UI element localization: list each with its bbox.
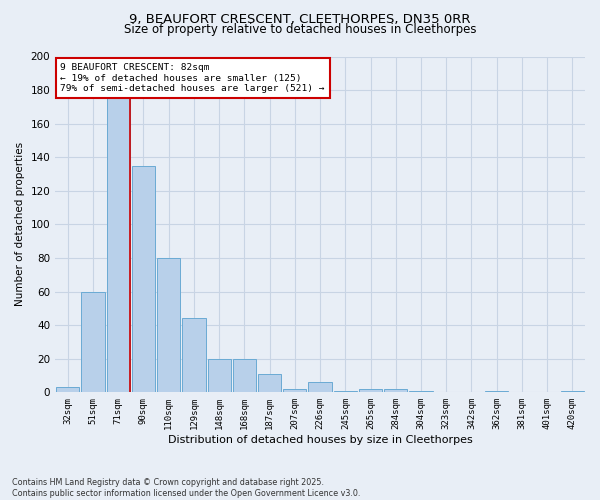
Bar [485, 390, 508, 392]
Bar [384, 389, 407, 392]
Y-axis label: Number of detached properties: Number of detached properties [15, 142, 25, 306]
Bar [308, 382, 332, 392]
Bar [182, 318, 206, 392]
Text: 9, BEAUFORT CRESCENT, CLEETHORPES, DN35 0RR: 9, BEAUFORT CRESCENT, CLEETHORPES, DN35 … [129, 12, 471, 26]
Bar [157, 258, 181, 392]
Bar [283, 389, 307, 392]
Bar [208, 358, 231, 392]
Bar [561, 390, 584, 392]
Bar [409, 390, 433, 392]
Bar [132, 166, 155, 392]
Text: 9 BEAUFORT CRESCENT: 82sqm
← 19% of detached houses are smaller (125)
79% of sem: 9 BEAUFORT CRESCENT: 82sqm ← 19% of deta… [61, 63, 325, 93]
Bar [258, 374, 281, 392]
Bar [56, 388, 79, 392]
Bar [82, 292, 104, 392]
Bar [107, 74, 130, 392]
Bar [334, 390, 357, 392]
Bar [233, 358, 256, 392]
X-axis label: Distribution of detached houses by size in Cleethorpes: Distribution of detached houses by size … [168, 435, 472, 445]
Bar [359, 389, 382, 392]
Text: Size of property relative to detached houses in Cleethorpes: Size of property relative to detached ho… [124, 22, 476, 36]
Text: Contains HM Land Registry data © Crown copyright and database right 2025.
Contai: Contains HM Land Registry data © Crown c… [12, 478, 361, 498]
